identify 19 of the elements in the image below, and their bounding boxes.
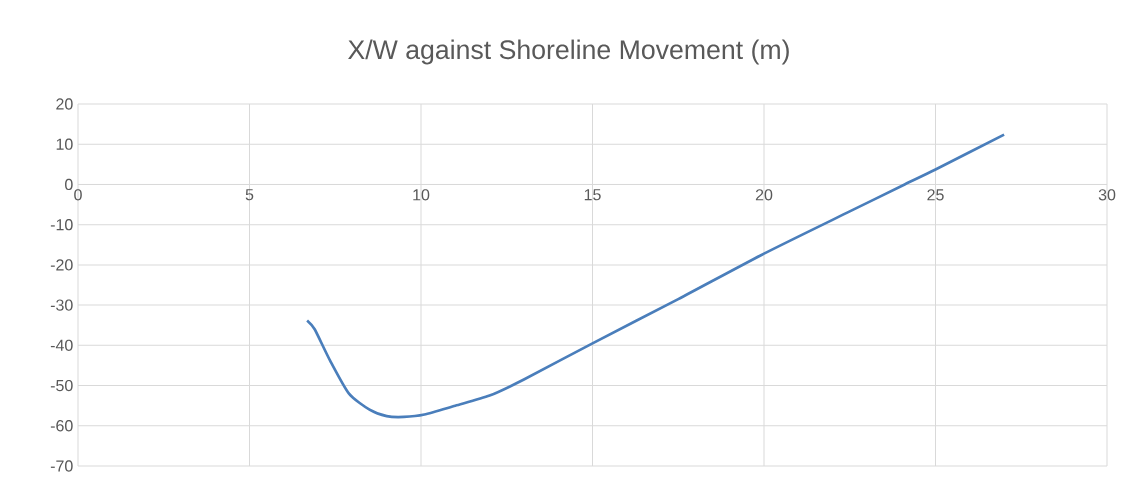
y-tick-label: -10: [50, 219, 73, 231]
y-tick-label: -30: [50, 299, 73, 311]
chart-title: X/W against Shoreline Movement (m): [348, 39, 789, 65]
x-tick-label: 30: [1098, 189, 1116, 201]
y-tick-label: -50: [50, 379, 73, 392]
x-tick-label: 0: [74, 189, 82, 201]
x-tick-label: 5: [245, 189, 254, 201]
x-tick-label: 10: [413, 189, 430, 201]
y-tick-label: -20: [50, 259, 73, 271]
y-tick-label: 0: [65, 178, 73, 191]
y-tick-label: -70: [50, 460, 73, 472]
line-series: [305, 133, 1006, 419]
x-tick-label: 25: [927, 189, 944, 201]
x-tick-label: 15: [584, 189, 601, 201]
y-tick-label: 20: [56, 98, 73, 110]
y-tick-label: 10: [56, 138, 73, 150]
y-tick-label: -40: [50, 339, 73, 351]
y-tick-label: -60: [50, 420, 73, 432]
x-tick-label: 20: [755, 189, 773, 201]
